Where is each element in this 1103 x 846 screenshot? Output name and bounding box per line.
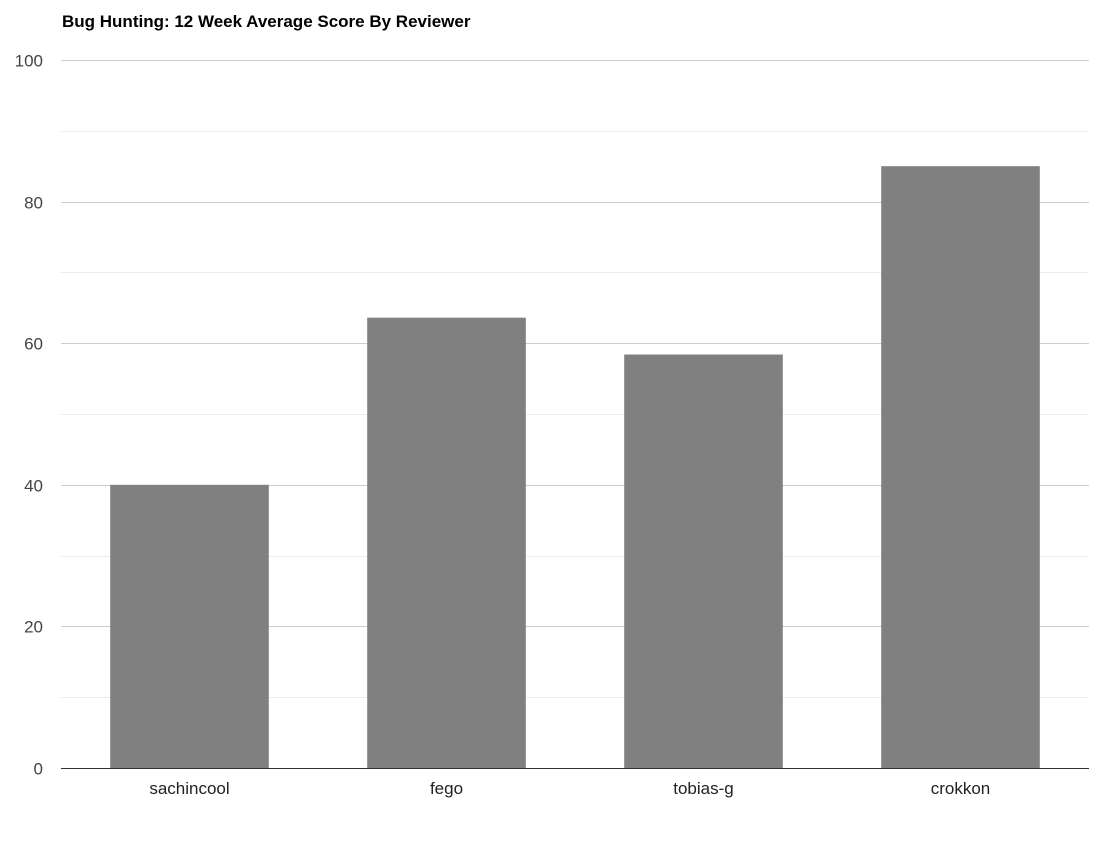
chart-title: Bug Hunting: 12 Week Average Score By Re… xyxy=(62,12,471,31)
bars xyxy=(110,166,1040,768)
y-tick-label: 0 xyxy=(34,760,43,779)
y-tick-label: 100 xyxy=(15,52,43,71)
bar-fego xyxy=(367,317,526,768)
y-tick-label: 80 xyxy=(24,194,43,213)
bar-tobias-g xyxy=(624,354,783,768)
x-category-label: crokkon xyxy=(931,779,991,798)
x-category-label: fego xyxy=(430,779,463,798)
bar-crokkon xyxy=(881,166,1040,768)
x-category-label: tobias-g xyxy=(673,779,733,798)
bar-sachincool xyxy=(110,484,269,768)
y-axis-ticks: 0 20 40 60 80 100 xyxy=(15,52,43,779)
x-axis-labels: sachincool fego tobias-g crokkon xyxy=(149,779,990,798)
y-tick-label: 40 xyxy=(24,477,43,496)
y-tick-label: 20 xyxy=(24,618,43,637)
y-tick-label: 60 xyxy=(24,335,43,354)
x-category-label: sachincool xyxy=(149,779,229,798)
